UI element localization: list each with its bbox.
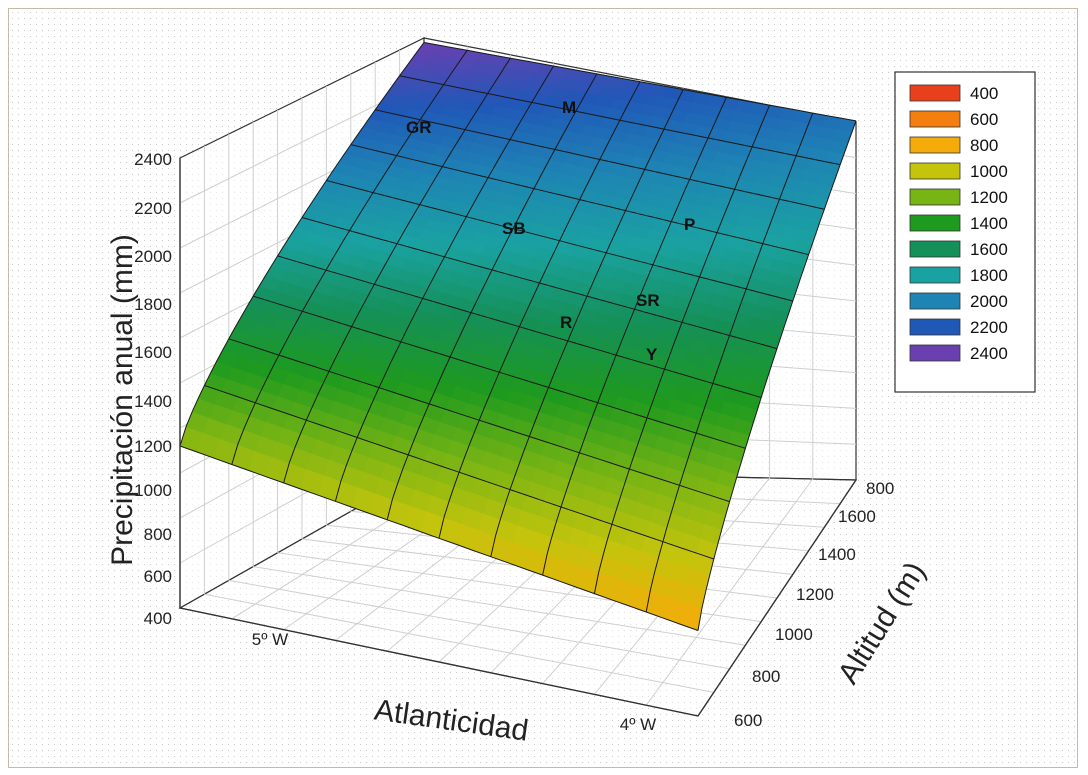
legend-label-2200: 2200 [970,318,1008,337]
z-axis-title: Precipitación anual (mm) [106,234,139,566]
site-label-sr: SR [636,291,660,310]
legend: 400 600 800 1000 1200 1400 1600 1800 2000 2200 240… [894,71,1036,393]
legend-label-1600: 1600 [970,240,1008,259]
y-tick-600: 600 [734,711,762,730]
z-tick-1600: 1600 [134,343,172,362]
surface-meshline-atlanticidad [277,255,762,398]
legend-label-1000: 1000 [970,162,1008,181]
y-tick-1400: 1400 [818,545,856,564]
legend-label-1200: 1200 [970,188,1008,207]
z-tick-1000: 1000 [134,481,172,500]
surface-meshline-atlanticidad [375,109,825,210]
z-tick-1400: 1400 [134,392,172,411]
surface-meshline-atlanticidad [204,385,714,560]
z-tick-1200: 1200 [134,437,172,456]
surface-meshline-atlanticidad [179,445,699,631]
z-tick-2400: 2400 [134,150,172,169]
legend-swatch-400 [909,84,961,102]
legend-swatch-1400 [909,214,961,232]
x-tick-4w: 4º W [620,715,656,734]
surface-meshline-atlanticidad [399,75,841,166]
surface-meshline-atlanticidad [228,338,730,503]
legend-label-400: 400 [970,84,998,103]
z-tick-2000: 2000 [134,247,172,266]
legend-swatch-1800 [909,266,961,284]
legend-swatch-800 [909,136,961,154]
legend-swatch-600 [909,110,961,128]
right-bottom-edge [697,479,857,717]
z-tick-600: 600 [144,567,172,586]
legend-label-800: 800 [970,136,998,155]
legend-swatch-1000 [909,162,961,180]
z-tick-2200: 2200 [134,199,172,218]
y-tick-1200: 1200 [796,585,834,604]
site-label-sb: SB [502,219,526,238]
site-label-gr: GR [406,118,432,137]
surface-meshline-atlanticidad [301,217,778,350]
legend-label-2000: 2000 [970,292,1008,311]
legend-label-2400: 2400 [970,344,1008,363]
site-label-p: P [684,215,695,234]
legend-label-1800: 1800 [970,266,1008,285]
legend-swatch-1600 [909,240,961,258]
floor-gridline [645,478,814,706]
y-tick-1000: 1000 [775,625,813,644]
surface-meshline-atlanticidad [350,144,809,256]
legend-swatch-2200 [909,318,961,336]
legend-label-1400: 1400 [970,214,1008,233]
site-label-y: Y [646,345,658,364]
legend-swatch-1200 [909,188,961,206]
site-label-m: M [562,98,576,117]
x-tick-5w: 5º W [252,630,288,649]
precipitation-surface [179,42,857,631]
legend-swatch-2000 [909,292,961,310]
z-tick-400: 400 [144,609,172,628]
surface-meshline-atlanticidad [423,42,857,122]
site-label-r: R [560,313,572,332]
legend-swatch-2400 [909,344,961,362]
z-tick-800: 800 [144,525,172,544]
front-bottom-edge [179,607,699,717]
legend-items: 400 600 800 1000 1200 1400 1600 1800 2000 2200 240… [909,84,1008,363]
y-tick-1600: 1600 [838,507,876,526]
z-axis-ticks: 2400 2200 2000 1800 1600 1400 1200 1000 … [134,150,172,628]
surface-meshline-atlanticidad [326,180,793,302]
site-labels: GR M SB P R SR Y [406,98,695,364]
surface-meshline-atlanticidad [253,295,746,449]
z-tick-1800: 1800 [134,295,172,314]
y-tick-top: 800 [866,479,894,498]
legend-label-600: 600 [970,110,998,129]
y-tick-800: 800 [752,667,780,686]
